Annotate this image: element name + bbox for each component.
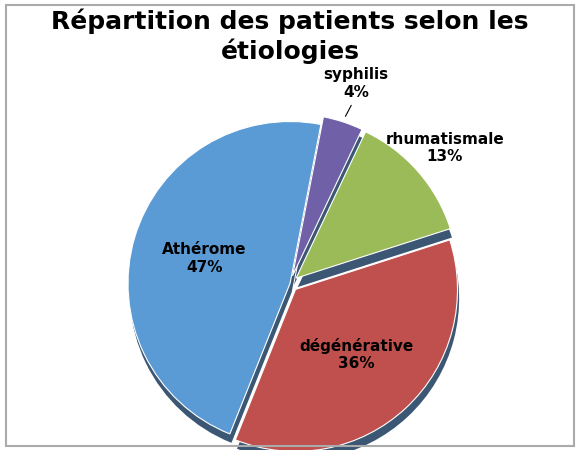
- Wedge shape: [128, 122, 321, 434]
- Wedge shape: [292, 117, 362, 276]
- Title: Répartition des patients selon les
étiologies: Répartition des patients selon les étiol…: [51, 9, 529, 64]
- Text: syphilis
4%: syphilis 4%: [323, 67, 389, 99]
- Wedge shape: [296, 132, 450, 278]
- Text: rhumatismale
13%: rhumatismale 13%: [386, 132, 504, 164]
- Wedge shape: [298, 141, 452, 287]
- Wedge shape: [294, 126, 364, 285]
- Text: Athérome
47%: Athérome 47%: [162, 242, 246, 274]
- Wedge shape: [235, 240, 458, 450]
- Wedge shape: [129, 130, 322, 443]
- Text: dégénérative
36%: dégénérative 36%: [299, 338, 414, 371]
- Wedge shape: [237, 249, 459, 450]
